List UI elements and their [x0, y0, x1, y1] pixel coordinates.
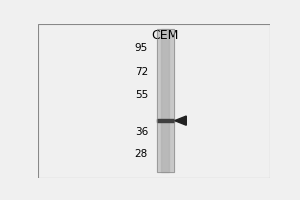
Text: 72: 72 [135, 67, 148, 77]
Text: 95: 95 [135, 43, 148, 53]
Bar [161, 29, 169, 172]
Text: 36: 36 [135, 127, 148, 137]
Text: 55: 55 [135, 90, 148, 100]
Text: CEM: CEM [152, 29, 179, 42]
Bar [157, 119, 173, 122]
Bar [157, 29, 173, 172]
Text: 28: 28 [135, 149, 148, 159]
Bar [157, 29, 173, 172]
Polygon shape [175, 116, 186, 125]
